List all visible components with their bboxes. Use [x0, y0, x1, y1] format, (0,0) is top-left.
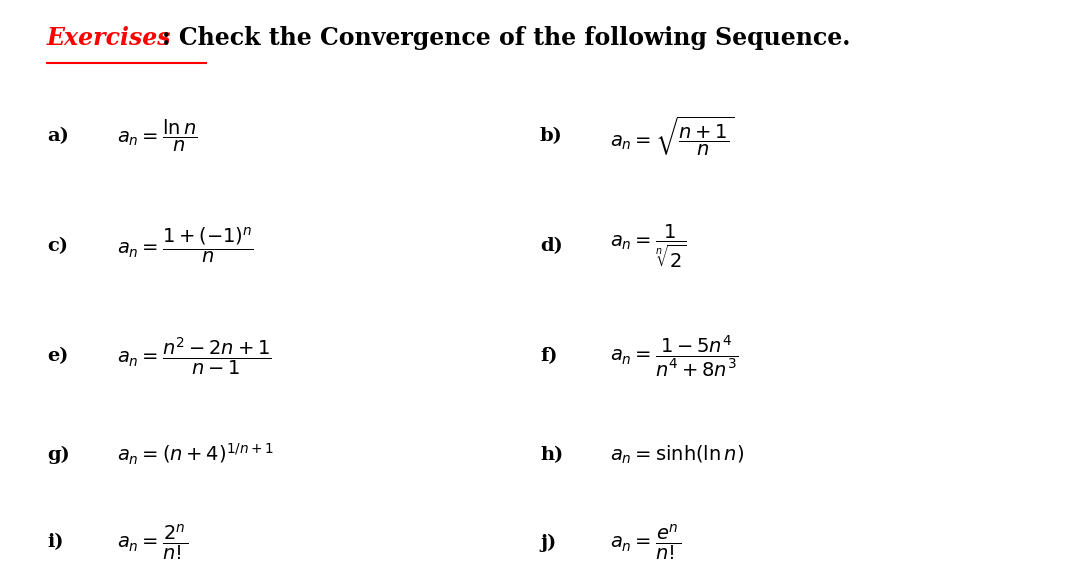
Text: h): h) [540, 446, 564, 464]
Text: d): d) [540, 237, 563, 255]
Text: $a_n = \dfrac{e^n}{n!}$: $a_n = \dfrac{e^n}{n!}$ [609, 522, 680, 563]
Text: c): c) [48, 237, 68, 255]
Text: e): e) [48, 347, 68, 365]
Text: Exercises: Exercises [48, 26, 172, 50]
Text: j): j) [540, 534, 556, 552]
Text: f): f) [540, 347, 557, 365]
Text: $a_n = \dfrac{1 - 5n^4}{n^4 + 8n^3}$: $a_n = \dfrac{1 - 5n^4}{n^4 + 8n^3}$ [609, 333, 738, 378]
Text: $a_n = \dfrac{1+(-1)^n}{n}$: $a_n = \dfrac{1+(-1)^n}{n}$ [117, 226, 254, 266]
Text: $a_n = \dfrac{1}{\sqrt[n]{2}}$: $a_n = \dfrac{1}{\sqrt[n]{2}}$ [609, 222, 686, 270]
Text: $a_n = (n+4)^{1/n+1}$: $a_n = (n+4)^{1/n+1}$ [117, 442, 274, 467]
Text: $a_n = \dfrac{2^n}{n!}$: $a_n = \dfrac{2^n}{n!}$ [117, 522, 188, 563]
Text: $a_n = \dfrac{n^2 - 2n + 1}{n - 1}$: $a_n = \dfrac{n^2 - 2n + 1}{n - 1}$ [117, 335, 271, 377]
Text: b): b) [540, 127, 563, 145]
Text: g): g) [48, 446, 70, 464]
Text: $a_n = \sqrt{\dfrac{n+1}{n}}$: $a_n = \sqrt{\dfrac{n+1}{n}}$ [609, 114, 734, 158]
Text: : Check the Convergence of the following Sequence.: : Check the Convergence of the following… [162, 26, 850, 50]
Text: $a_n = \sinh(\ln n)$: $a_n = \sinh(\ln n)$ [609, 443, 744, 466]
Text: $a_n = \dfrac{\ln n}{n}$: $a_n = \dfrac{\ln n}{n}$ [117, 118, 197, 154]
Text: a): a) [48, 127, 69, 145]
Text: i): i) [48, 534, 64, 551]
